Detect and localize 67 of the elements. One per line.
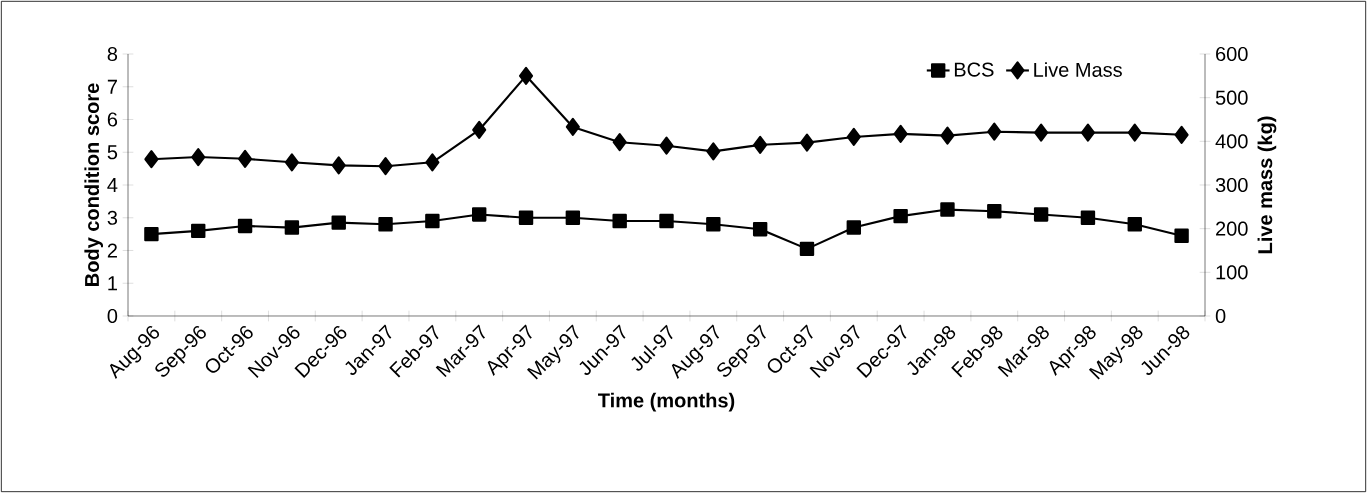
point	[425, 213, 440, 229]
point	[799, 241, 815, 257]
point	[238, 149, 253, 168]
point	[1080, 210, 1096, 225]
point	[987, 204, 1002, 219]
point	[237, 218, 253, 234]
point	[1080, 123, 1096, 142]
y-axis-title: Body condition score	[84, 83, 104, 286]
point	[191, 147, 206, 167]
point	[518, 210, 534, 225]
legend-label: BCS	[954, 62, 994, 77]
legend-label: Live Mass	[1034, 62, 1122, 77]
point	[472, 120, 487, 140]
y-tick-label: 3	[107, 210, 118, 225]
point	[1033, 207, 1049, 222]
y2-tick-label: 400	[1215, 134, 1248, 149]
point	[846, 127, 861, 147]
point	[752, 222, 768, 237]
point	[1034, 123, 1049, 142]
point	[1127, 217, 1142, 232]
point	[612, 133, 627, 152]
point	[1174, 228, 1189, 243]
point	[191, 223, 206, 239]
point	[706, 142, 721, 161]
point	[284, 220, 300, 235]
y-tick-label: 6	[107, 112, 118, 127]
point	[331, 215, 346, 230]
point	[940, 202, 955, 217]
point	[893, 124, 908, 143]
point	[659, 136, 674, 155]
point	[378, 157, 393, 176]
point	[612, 213, 627, 229]
y2-tick-label: 100	[1216, 265, 1248, 280]
y2-axis-title: Live mass (kg)	[1257, 116, 1277, 254]
point	[144, 150, 159, 169]
y-tick-label: 7	[107, 79, 117, 94]
point	[144, 226, 159, 242]
point	[706, 217, 721, 232]
point	[753, 135, 768, 154]
point	[471, 207, 487, 222]
y-tick-label: 5	[107, 145, 118, 160]
point	[846, 220, 862, 235]
y2-tick-label: 0	[1215, 308, 1226, 324]
y2-tick-label: 200	[1216, 221, 1248, 236]
point	[425, 153, 440, 172]
point	[940, 126, 955, 145]
y2-tick-label: 600	[1216, 46, 1248, 62]
y2-tick-label: 300	[1215, 177, 1248, 193]
point	[565, 117, 580, 136]
point	[799, 133, 815, 152]
point	[893, 208, 908, 224]
point	[518, 66, 534, 85]
y-tick-label: 0	[107, 308, 118, 324]
y2-tick-label: 500	[1215, 90, 1248, 105]
y-tick-label: 8	[107, 46, 118, 62]
point	[378, 217, 393, 232]
point	[1127, 123, 1142, 142]
y-tick-label: 1	[108, 276, 117, 291]
point	[1174, 125, 1189, 144]
y-tick-label: 4	[107, 178, 118, 192]
point	[284, 153, 299, 172]
x-axis-title: Time (months)	[598, 392, 735, 412]
point	[331, 156, 346, 175]
point	[659, 213, 674, 229]
y-tick-label: 2	[107, 243, 117, 258]
point	[987, 122, 1002, 141]
point	[565, 210, 581, 225]
